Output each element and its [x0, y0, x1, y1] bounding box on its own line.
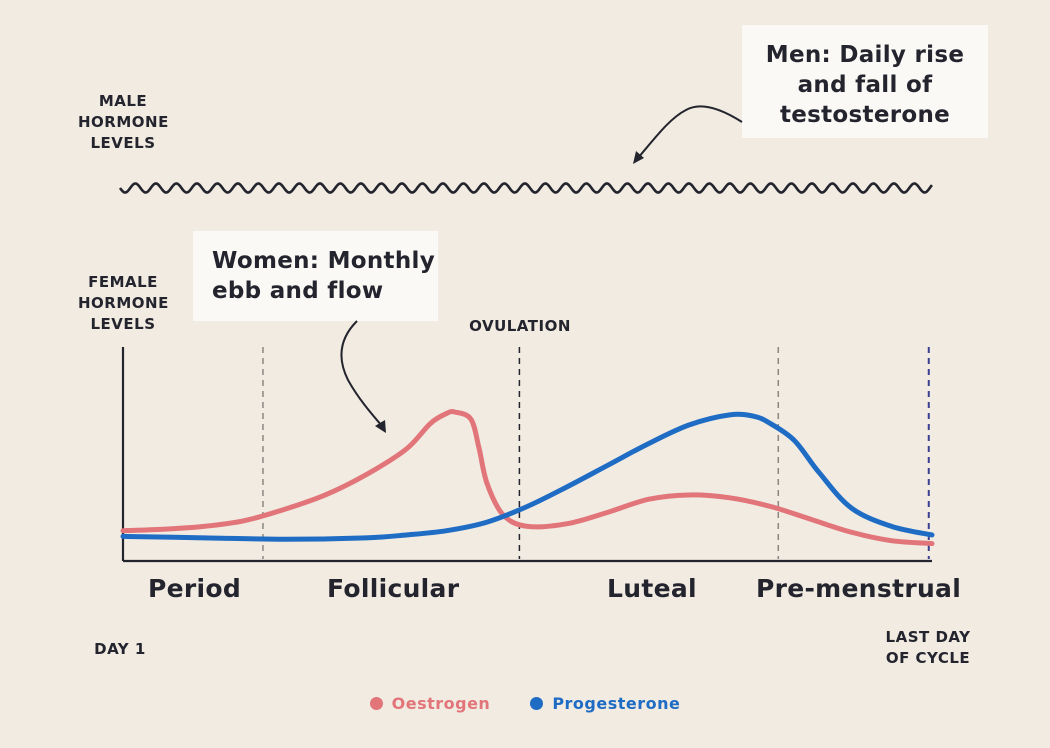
phase-follicular: Follicular: [327, 574, 460, 603]
phase-period: Period: [148, 574, 242, 603]
legend-progesterone-label: Progesterone: [552, 694, 681, 713]
male-label-line: LEVELS: [90, 134, 156, 152]
male-hormone-levels-label: MALE HORMONE LEVELS: [78, 91, 168, 154]
men-callout-line: Men: Daily rise: [765, 42, 965, 68]
women-arrowhead: [375, 420, 386, 433]
day1-label: DAY 1: [94, 640, 146, 658]
last-day-line: OF CYCLE: [885, 649, 971, 667]
women-callout-line: Women: Monthly: [212, 248, 436, 274]
progesterone-dot-icon: [530, 697, 544, 710]
male-testosterone-wave: [118, 182, 933, 194]
chart-legend: Oestrogen Progesterone: [0, 694, 1050, 713]
phase-luteal: Luteal: [607, 574, 697, 603]
women-callout: Women: Monthly ebb and flow: [193, 231, 438, 321]
legend-oestrogen-label: Oestrogen: [391, 694, 491, 713]
men-callout-line: and fall of: [797, 72, 933, 98]
legend-item-oestrogen: Oestrogen: [369, 694, 491, 713]
last-day-line: LAST DAY: [885, 628, 971, 646]
progesterone-line: [120, 411, 935, 542]
men-callout-arrow: [637, 105, 743, 159]
men-arrowhead: [633, 151, 644, 164]
female-label-line: FEMALE: [88, 273, 158, 291]
phase-premenstrual: Pre-menstrual: [756, 574, 962, 603]
ovulation-label: OVULATION: [469, 317, 571, 335]
legend-item-progesterone: Progesterone: [530, 694, 680, 713]
female-label-line: LEVELS: [90, 315, 156, 333]
women-callout-arrow: [340, 320, 383, 427]
female-hormone-levels-label: FEMALE HORMONE LEVELS: [78, 272, 168, 335]
men-callout-line: testosterone: [779, 102, 951, 128]
women-callout-line: ebb and flow: [212, 278, 384, 304]
male-label-line: HORMONE: [78, 113, 169, 131]
oestrogen-dot-icon: [369, 697, 383, 710]
men-callout: Men: Daily rise and fall of testosterone: [742, 25, 988, 138]
oestrogen-line: [120, 409, 935, 547]
male-label-line: MALE: [98, 92, 148, 110]
female-label-line: HORMONE: [78, 294, 169, 312]
last-day-label: LAST DAY OF CYCLE: [872, 627, 984, 669]
